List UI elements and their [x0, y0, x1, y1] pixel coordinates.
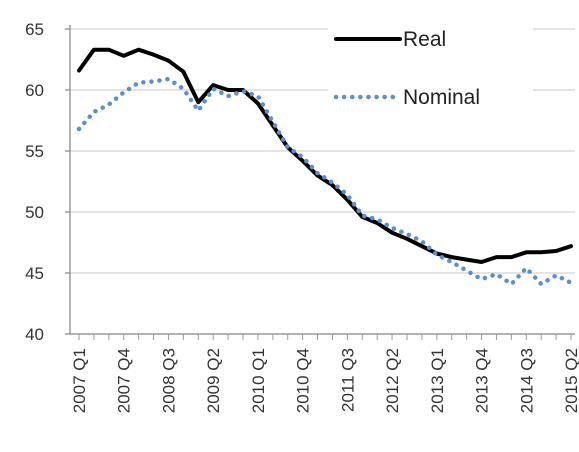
y-tick-label-45: 45 [25, 264, 44, 283]
legend: Real Nominal [328, 23, 533, 113]
y-tick-labels: 40 45 50 55 60 65 [25, 20, 44, 344]
x-tick-label-2013-Q4: 2013 Q4 [473, 348, 492, 413]
x-tick-label-2010-Q4: 2010 Q4 [294, 348, 313, 413]
x-tick-label-2014-Q3: 2014 Q3 [517, 348, 536, 413]
gridlines [70, 28, 575, 274]
axes [65, 25, 575, 340]
x-tick-labels: 2007 Q1 2007 Q4 2008 Q3 2009 Q2 2010 Q1 2010 … [70, 348, 579, 413]
x-tick-label-2009-Q2: 2009 Q2 [204, 348, 223, 413]
legend-label-real: Real [403, 28, 446, 51]
x-tick-label-2013-Q1: 2013 Q1 [428, 348, 447, 413]
x-tick-label-2015-Q2: 2015 Q2 [562, 348, 579, 413]
y-tick-label-50: 50 [25, 203, 44, 222]
legend-item-real: Real [328, 23, 533, 55]
x-tick-label-2010-Q1: 2010 Q1 [249, 348, 268, 413]
x-tick-label-2011-Q3: 2011 Q3 [338, 348, 357, 412]
x-tick-label-2007-Q1: 2007 Q1 [70, 348, 89, 413]
x-tick-label-2012-Q2: 2012 Q2 [383, 348, 402, 413]
y-tick-label-65: 65 [25, 20, 44, 39]
y-tick-label-55: 55 [25, 142, 44, 161]
x-tick-label-2007-Q4: 2007 Q4 [115, 348, 134, 413]
series-line-nominal [76, 76, 574, 287]
x-tick-label-2008-Q3: 2008 Q3 [159, 348, 178, 413]
series-lines [76, 47, 574, 287]
legend-item-nominal: Nominal [328, 81, 533, 113]
legend-label-nominal: Nominal [403, 86, 480, 109]
series-line-real [77, 47, 573, 264]
y-tick-label-60: 60 [25, 81, 44, 100]
y-tick-label-40: 40 [25, 325, 44, 344]
